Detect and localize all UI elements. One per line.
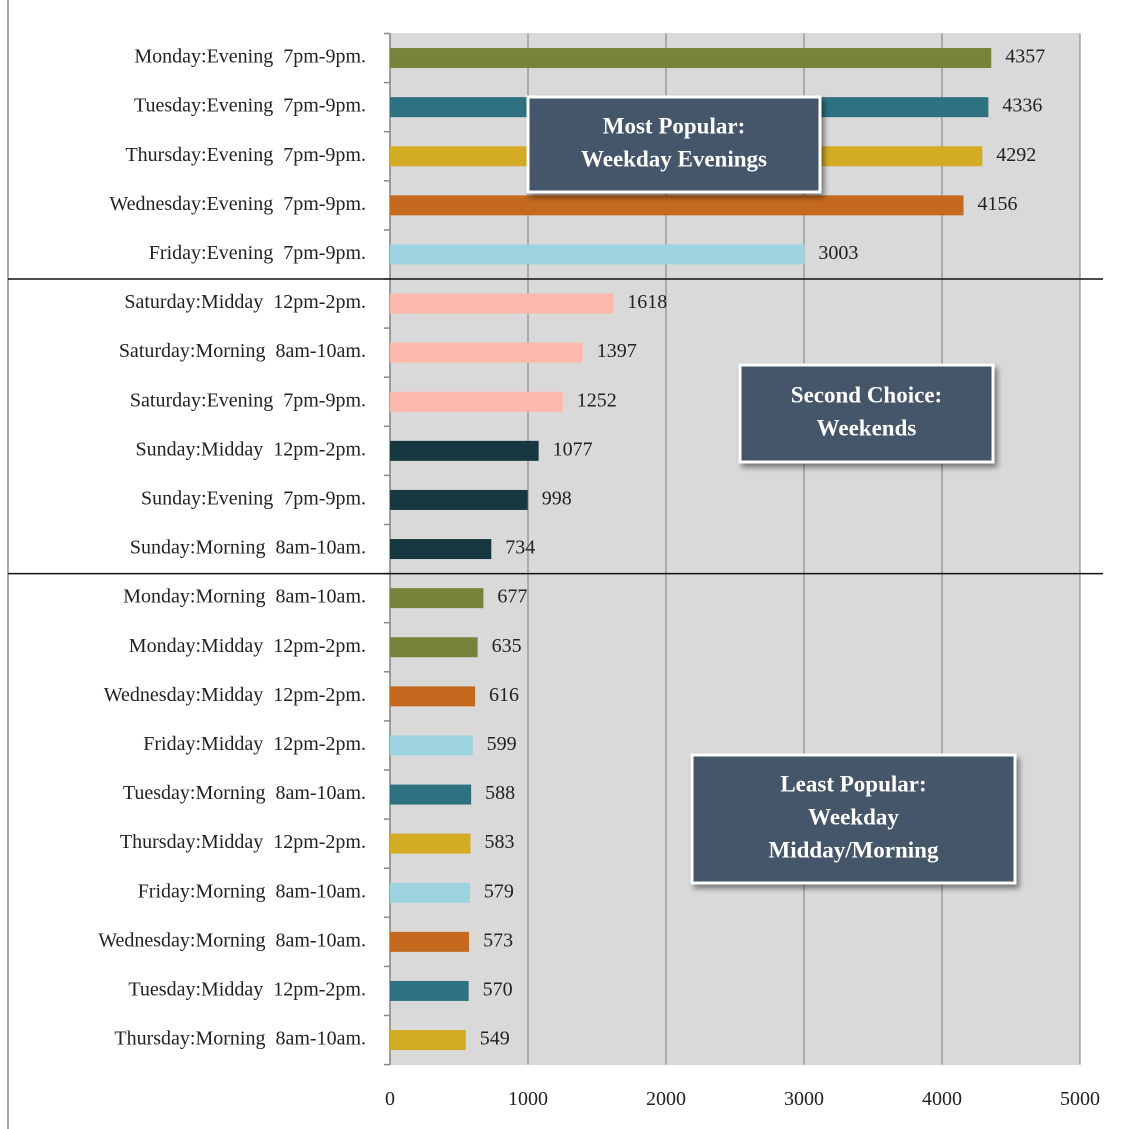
y-tick-label: Friday:Midday 12pm-2pm. xyxy=(143,733,366,755)
bar xyxy=(390,539,492,560)
data-label: 583 xyxy=(484,831,514,853)
annotation-text: Second Choice: xyxy=(791,382,942,407)
y-tick-label: Monday:Evening 7pm-9pm. xyxy=(134,46,366,68)
annotation-box xyxy=(690,753,1017,885)
y-tick-label: Wednesday:Evening 7pm-9pm. xyxy=(109,193,366,215)
data-label: 599 xyxy=(487,733,517,755)
data-label: 573 xyxy=(483,929,513,951)
bar xyxy=(390,784,472,805)
y-tick-label: Tuesday:Morning 8am-10am. xyxy=(123,782,366,804)
x-tick-label: 2000 xyxy=(646,1088,686,1110)
data-label: 635 xyxy=(492,635,522,657)
annotation-box xyxy=(738,363,995,464)
bar xyxy=(390,342,583,363)
data-label: 1618 xyxy=(627,291,667,313)
bar xyxy=(390,391,563,412)
bar xyxy=(390,293,614,314)
data-label: 1252 xyxy=(577,389,617,411)
y-tick-label: Sunday:Evening 7pm-9pm. xyxy=(141,488,366,510)
y-tick-label: Thursday:Midday 12pm-2pm. xyxy=(120,831,366,853)
data-label: 4336 xyxy=(1002,95,1042,117)
annotation-text: Weekday Evenings xyxy=(581,146,767,171)
y-tick-label: Wednesday:Midday 12pm-2pm. xyxy=(104,684,366,706)
annotation-text: Weekday xyxy=(808,804,899,829)
bar xyxy=(390,735,473,756)
data-label: 579 xyxy=(484,880,514,902)
bar xyxy=(390,882,470,903)
bar xyxy=(390,1030,466,1051)
bar xyxy=(390,588,484,609)
y-tick-label: Wednesday:Morning 8am-10am. xyxy=(98,929,366,951)
y-tick-label: Sunday:Morning 8am-10am. xyxy=(130,537,366,559)
y-tick-label: Saturday:Morning 8am-10am. xyxy=(119,340,366,362)
x-tick-label: 5000 xyxy=(1060,1088,1100,1110)
data-label: 570 xyxy=(483,979,513,1001)
annotation-text: Most Popular: xyxy=(603,113,745,138)
y-tick-label: Tuesday:Midday 12pm-2pm. xyxy=(128,979,366,1001)
x-tick-label: 3000 xyxy=(784,1088,824,1110)
data-label: 4292 xyxy=(996,144,1036,166)
y-tick-label: Saturday:Midday 12pm-2pm. xyxy=(124,291,366,313)
bar xyxy=(390,440,539,461)
bar xyxy=(390,244,805,265)
x-tick-label: 1000 xyxy=(508,1088,548,1110)
bar xyxy=(390,980,469,1001)
data-label: 588 xyxy=(485,782,515,804)
y-tick-label: Monday:Midday 12pm-2pm. xyxy=(129,635,366,657)
y-tick-label: Thursday:Evening 7pm-9pm. xyxy=(125,144,366,166)
bar xyxy=(390,195,964,216)
y-tick-label: Thursday:Morning 8am-10am. xyxy=(114,1028,366,1050)
x-tick-label: 4000 xyxy=(922,1088,962,1110)
data-label: 4357 xyxy=(1005,46,1045,68)
y-tick-label: Friday:Evening 7pm-9pm. xyxy=(149,242,366,264)
y-tick-label: Sunday:Midday 12pm-2pm. xyxy=(135,438,366,460)
x-tick-label: 0 xyxy=(385,1088,395,1110)
y-tick-label: Tuesday:Evening 7pm-9pm. xyxy=(134,95,366,117)
bar xyxy=(390,833,471,854)
bar xyxy=(390,686,476,707)
bar xyxy=(390,48,992,69)
data-label: 549 xyxy=(480,1028,510,1050)
annotation-text: Midday/Morning xyxy=(769,837,939,862)
data-label: 616 xyxy=(489,684,519,706)
annotation-box xyxy=(526,95,822,194)
data-label: 1397 xyxy=(597,340,637,362)
data-label: 4156 xyxy=(978,193,1018,215)
data-label: 1077 xyxy=(553,438,593,460)
data-label: 677 xyxy=(497,586,527,608)
bar xyxy=(390,637,478,658)
bar xyxy=(390,931,470,952)
data-label: 998 xyxy=(542,488,572,510)
y-tick-label: Saturday:Evening 7pm-9pm. xyxy=(130,389,366,411)
y-tick-label: Friday:Morning 8am-10am. xyxy=(138,880,366,902)
y-tick-label: Monday:Morning 8am-10am. xyxy=(123,586,366,608)
data-label: 734 xyxy=(505,537,535,559)
annotation-text: Least Popular: xyxy=(780,771,926,796)
annotation-text: Weekends xyxy=(817,415,917,440)
data-label: 3003 xyxy=(818,242,858,264)
bar xyxy=(390,489,528,510)
